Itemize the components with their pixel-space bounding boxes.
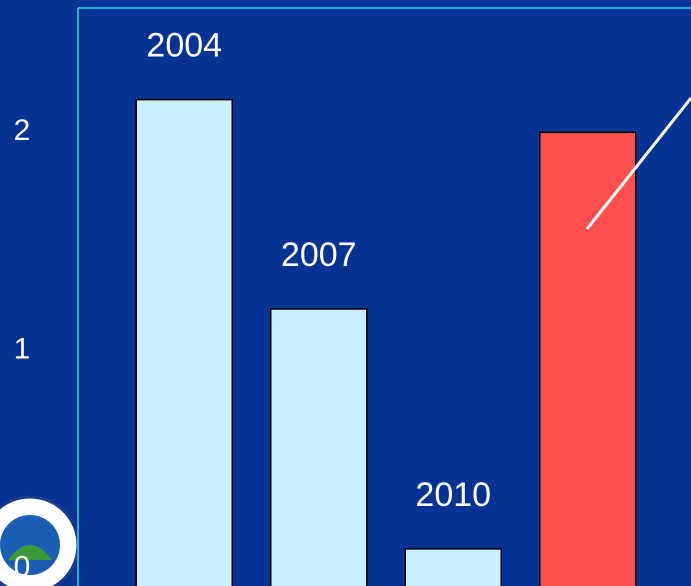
y-tick-label: 2	[14, 114, 31, 147]
category-label: 2010	[415, 476, 491, 514]
category-label: 2004	[146, 27, 222, 65]
marks	[135, 98, 637, 586]
logo	[0, 495, 80, 586]
callout-line	[585, 97, 691, 230]
bar	[539, 131, 637, 586]
y-tick-label: 0	[14, 550, 31, 583]
category-label: 2007	[281, 236, 357, 274]
bar	[135, 98, 233, 586]
y-tick-label: 1	[14, 332, 31, 365]
bar	[404, 548, 502, 586]
bar	[270, 308, 368, 586]
